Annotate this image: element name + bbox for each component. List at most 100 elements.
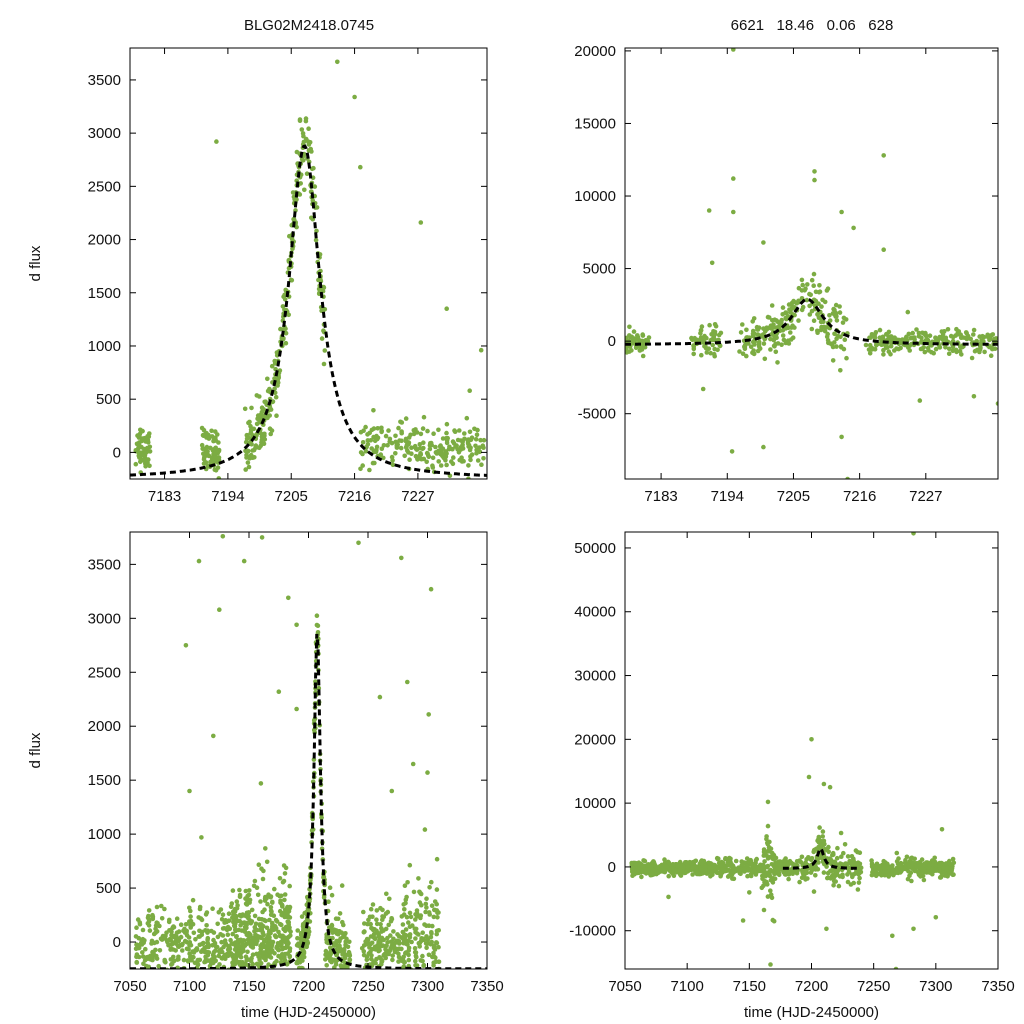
data-point — [832, 331, 837, 337]
data-point — [937, 875, 943, 880]
data-point — [146, 923, 152, 928]
data-point — [423, 909, 428, 915]
data-point — [807, 856, 813, 862]
data-point — [772, 871, 777, 877]
data-point — [343, 939, 349, 945]
data-point — [216, 953, 222, 959]
data-point — [294, 149, 300, 155]
data-point — [328, 925, 334, 931]
data-point — [733, 858, 739, 864]
data-point — [982, 349, 987, 355]
data-point — [143, 450, 149, 455]
data-point — [401, 938, 407, 943]
data-point — [168, 938, 174, 943]
data-point — [457, 428, 462, 433]
data-point — [840, 320, 846, 325]
data-point — [278, 974, 283, 979]
data-point — [413, 912, 418, 917]
data-point — [845, 854, 851, 859]
data-point — [436, 1007, 441, 1012]
data-point — [921, 869, 927, 874]
data-point — [329, 892, 335, 898]
data-point — [796, 285, 802, 291]
data-point — [930, 871, 935, 877]
data-point — [762, 356, 768, 362]
data-point — [283, 970, 288, 975]
data-point — [391, 929, 396, 934]
data-point — [162, 957, 167, 963]
data-point — [154, 929, 160, 934]
data-point — [199, 941, 205, 947]
outlier-point — [294, 706, 299, 712]
data-point — [224, 973, 229, 978]
data-point — [406, 957, 412, 963]
data-point — [250, 952, 256, 957]
data-point — [200, 947, 205, 953]
data-point — [436, 459, 442, 464]
x-tick-label: 7350 — [981, 978, 1014, 995]
data-point — [904, 854, 910, 860]
data-point — [176, 936, 182, 942]
data-point — [416, 932, 421, 937]
data-point — [636, 869, 641, 875]
data-point — [404, 914, 410, 920]
data-point — [360, 463, 366, 468]
data-point — [816, 289, 822, 295]
data-point — [779, 342, 784, 348]
outlier-point — [425, 770, 430, 775]
data-point — [195, 959, 200, 964]
data-point — [977, 349, 982, 355]
data-point — [704, 335, 709, 341]
data-point — [341, 922, 346, 928]
data-point — [286, 977, 291, 982]
data-point — [422, 922, 427, 927]
data-point — [299, 127, 305, 132]
data-point — [412, 946, 418, 951]
data-point — [882, 866, 887, 871]
data-point — [881, 352, 886, 357]
data-point — [937, 860, 942, 866]
data-point — [796, 318, 801, 323]
y-tick-label: 20000 — [574, 43, 616, 60]
data-point — [478, 437, 483, 443]
data-point — [379, 446, 385, 452]
outlier-point — [709, 260, 715, 266]
data-point — [921, 877, 927, 883]
data-point — [297, 117, 303, 122]
data-point — [672, 867, 678, 873]
data-point — [399, 420, 405, 425]
data-point — [768, 888, 773, 893]
data-point — [244, 910, 250, 916]
data-point — [215, 970, 220, 975]
data-point — [327, 986, 332, 991]
data-point — [322, 348, 328, 353]
data-point — [793, 862, 798, 868]
data-point — [857, 850, 863, 855]
data-point — [239, 970, 244, 975]
outlier-point — [812, 169, 817, 174]
data-point — [394, 984, 399, 989]
data-point — [203, 460, 209, 465]
x-tick-label: 7183 — [644, 488, 677, 505]
outlier-point — [418, 220, 424, 225]
data-point — [178, 922, 184, 927]
data-point — [825, 875, 830, 881]
data-point — [191, 971, 196, 976]
data-point — [656, 869, 662, 875]
outlier-point — [428, 586, 434, 592]
data-point — [804, 297, 810, 303]
data-point — [422, 827, 428, 832]
data-point — [409, 445, 414, 451]
data-point — [809, 308, 815, 314]
data-point — [824, 288, 830, 293]
data-point — [283, 340, 289, 346]
data-point — [835, 845, 840, 851]
data-point — [811, 271, 817, 277]
data-point — [333, 970, 338, 975]
outlier-point — [405, 679, 410, 685]
outlier-point — [845, 476, 850, 479]
data-point — [822, 328, 828, 334]
data-point — [817, 838, 822, 844]
data-point — [211, 960, 216, 966]
data-point — [143, 464, 148, 469]
